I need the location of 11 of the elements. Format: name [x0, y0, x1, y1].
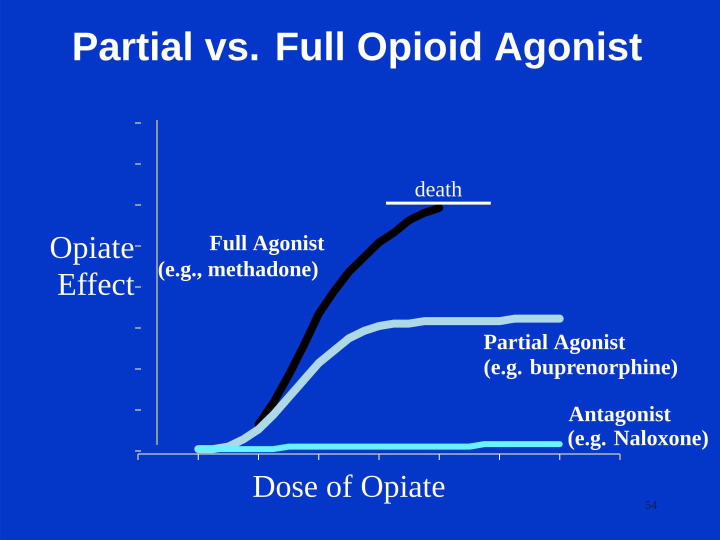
annotation: (e.g., methadone) — [158, 260, 318, 282]
x-axis-title: Dose of Opiate — [253, 474, 444, 504]
text: 54 — [646, 500, 657, 509]
y-axis-title: Opiate Effect — [50, 236, 134, 296]
chart-title: Partial vs. Full Opioid Agonist — [74, 31, 642, 69]
series-label: Full Agonist — [210, 234, 324, 256]
series-label: Antagonist — [568, 406, 671, 426]
annotation: (e.g. buprenorphine) — [484, 358, 678, 380]
ref-line-label: death — [415, 181, 462, 197]
annotation: (e.g. Naloxone) — [568, 430, 708, 450]
series-label: Partial Agonist — [484, 334, 626, 354]
